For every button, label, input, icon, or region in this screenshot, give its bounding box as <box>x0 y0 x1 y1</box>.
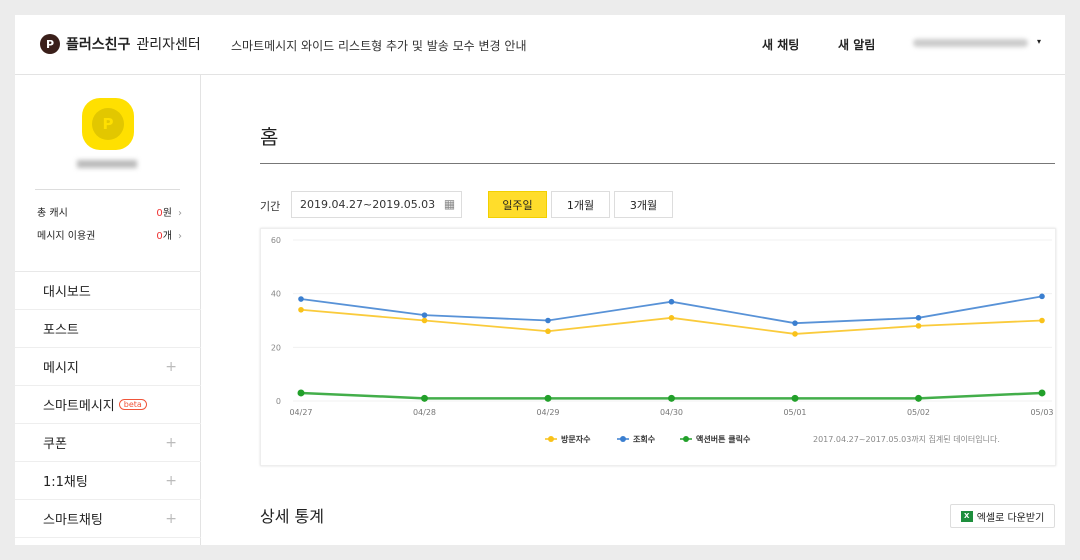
message-voucher-row[interactable]: 메시지 이용권 0개 › <box>37 227 182 242</box>
data-point <box>792 320 798 326</box>
divider <box>260 163 1055 164</box>
y-tick-label: 40 <box>271 290 281 299</box>
sidebar-menu: 대시보드 포스트 메시지 + 스마트메시지 beta 쿠폰 + 1:1채팅 + 스마트채… <box>15 271 201 538</box>
sidebar-item-label: 스마트채팅 <box>43 513 103 528</box>
chart-note: 2017.04.27~2017.05.03까지 집계된 데이터입니다. <box>813 434 1000 444</box>
section-title: 상세 통계 <box>260 507 324 526</box>
data-point <box>545 317 551 324</box>
plusfriend-logo-icon: P <box>92 108 124 140</box>
data-point <box>668 315 675 321</box>
data-point <box>544 394 552 402</box>
calendar-icon[interactable]: ▦ <box>443 197 456 211</box>
profile-avatar: P <box>82 98 134 150</box>
plusfriend-logo-icon: P <box>40 34 60 54</box>
top-header: P 플러스친구 관리자센터 스마트메시지 와이드 리스트형 추가 및 발송 모수… <box>15 15 1065 75</box>
data-point <box>1038 389 1046 397</box>
new-chat-link[interactable]: 새 채팅 <box>762 38 800 52</box>
account-email-blurred[interactable] <box>913 39 1028 47</box>
notice-link[interactable]: 스마트메시지 와이드 리스트형 추가 및 발송 모수 변경 안내 <box>231 39 527 53</box>
logo[interactable]: P 플러스친구 관리자센터 <box>40 34 201 54</box>
period-week-button[interactable]: 일주일 <box>488 191 547 218</box>
data-point <box>421 317 428 324</box>
sidebar-item-label: 1:1채팅 <box>43 475 88 490</box>
sidebar-item-1on1-chat[interactable]: 1:1채팅 + <box>15 462 201 500</box>
x-tick-label: 05/01 <box>783 408 806 417</box>
data-point <box>792 331 798 337</box>
x-tick-label: 04/28 <box>413 408 436 417</box>
data-point <box>297 389 305 397</box>
legend-label: 액션버튼 클릭수 <box>696 434 751 444</box>
date-range-input[interactable]: 2019.04.27~2019.05.03 ▦ <box>291 191 463 218</box>
data-point <box>668 298 675 305</box>
x-tick-label: 05/03 <box>1030 408 1053 417</box>
logo-title: 플러스친구 <box>66 37 131 53</box>
sidebar-item-message[interactable]: 메시지 + <box>15 348 201 386</box>
chart-svg: 0 20 40 60 04/27 04/28 04/29 04/30 05/01 05/02 05/… <box>271 236 1054 444</box>
sidebar-item-label: 대시보드 <box>43 285 91 300</box>
data-point <box>545 328 551 335</box>
plus-icon[interactable]: + <box>165 510 177 527</box>
sidebar-item-label: 메시지 <box>43 361 79 376</box>
logo-subtitle: 관리자센터 <box>136 37 201 53</box>
stat-unit: 개 <box>162 231 172 242</box>
sidebar-item-smart-chat[interactable]: 스마트채팅 + <box>15 500 201 538</box>
y-tick-label: 60 <box>271 236 281 245</box>
app-window: P 플러스친구 관리자센터 스마트메시지 와이드 리스트형 추가 및 발송 모수… <box>15 15 1065 545</box>
y-tick-label: 20 <box>271 343 281 352</box>
sidebar-item-label: 쿠폰 <box>43 437 67 452</box>
x-tick-label: 05/02 <box>907 408 930 417</box>
sidebar-item-label: 스마트메시지 <box>43 399 115 414</box>
plus-icon[interactable]: + <box>165 472 177 489</box>
excel-icon: X <box>960 510 973 522</box>
legend-label: 방문자수 <box>561 434 591 444</box>
data-point <box>1039 293 1045 300</box>
stat-unit: 원 <box>162 208 172 219</box>
plus-icon[interactable]: + <box>165 434 177 451</box>
new-alert-link[interactable]: 새 알림 <box>838 38 876 52</box>
plus-icon[interactable]: + <box>165 358 177 375</box>
sidebar-item-smart-message[interactable]: 스마트메시지 beta <box>15 386 201 424</box>
sidebar-item-label: 포스트 <box>43 323 79 338</box>
profile-name-blurred <box>77 160 137 168</box>
data-point <box>298 306 304 313</box>
sidebar-item-dashboard[interactable]: 대시보드 <box>15 272 201 310</box>
data-point <box>298 296 304 302</box>
stat-label: 메시지 이용권 <box>37 231 96 242</box>
line-chart: 0 20 40 60 04/27 04/28 04/29 04/30 05/01 05/02 05/… <box>260 228 1056 466</box>
x-tick-label: 04/27 <box>289 408 312 417</box>
chevron-right-icon: › <box>178 231 182 242</box>
x-tick-label: 04/29 <box>536 408 559 417</box>
stat-value: 0 <box>156 231 163 242</box>
total-cash-row[interactable]: 총 캐시 0원 › <box>37 204 182 219</box>
data-point <box>421 394 428 402</box>
divider <box>35 189 180 190</box>
period-3month-button[interactable]: 3개월 <box>614 191 673 218</box>
data-point <box>915 323 922 329</box>
sidebar-item-post[interactable]: 포스트 <box>15 310 201 348</box>
data-point <box>1039 317 1045 324</box>
date-range-value: 2019.04.27~2019.05.03 <box>300 198 436 211</box>
legend-label: 조회수 <box>633 434 656 444</box>
period-1month-button[interactable]: 1개월 <box>551 191 610 218</box>
account-dropdown-icon[interactable]: ▾ <box>1037 37 1042 46</box>
data-point <box>668 394 675 402</box>
data-point <box>915 394 922 402</box>
beta-badge: beta <box>118 399 147 410</box>
period-label: 기간 <box>260 200 281 213</box>
sidebar-item-coupon[interactable]: 쿠폰 + <box>15 424 201 462</box>
excel-download-label: 엑셀로 다운받기 <box>976 512 1045 524</box>
page-title: 홈 <box>260 125 279 149</box>
stat-value: 0 <box>156 208 163 219</box>
y-tick-label: 0 <box>276 397 281 406</box>
data-point <box>791 394 799 402</box>
x-tick-label: 04/30 <box>660 408 683 417</box>
stat-label: 총 캐시 <box>37 208 68 219</box>
chevron-right-icon: › <box>178 208 182 219</box>
data-point <box>421 312 428 318</box>
excel-download-button[interactable]: X 엑셀로 다운받기 <box>950 504 1055 528</box>
data-point <box>915 315 922 321</box>
sidebar: P 총 캐시 0원 › 메시지 이용권 0개 › 대시보드 포스트 메시지 + 스마트… <box>15 75 201 545</box>
